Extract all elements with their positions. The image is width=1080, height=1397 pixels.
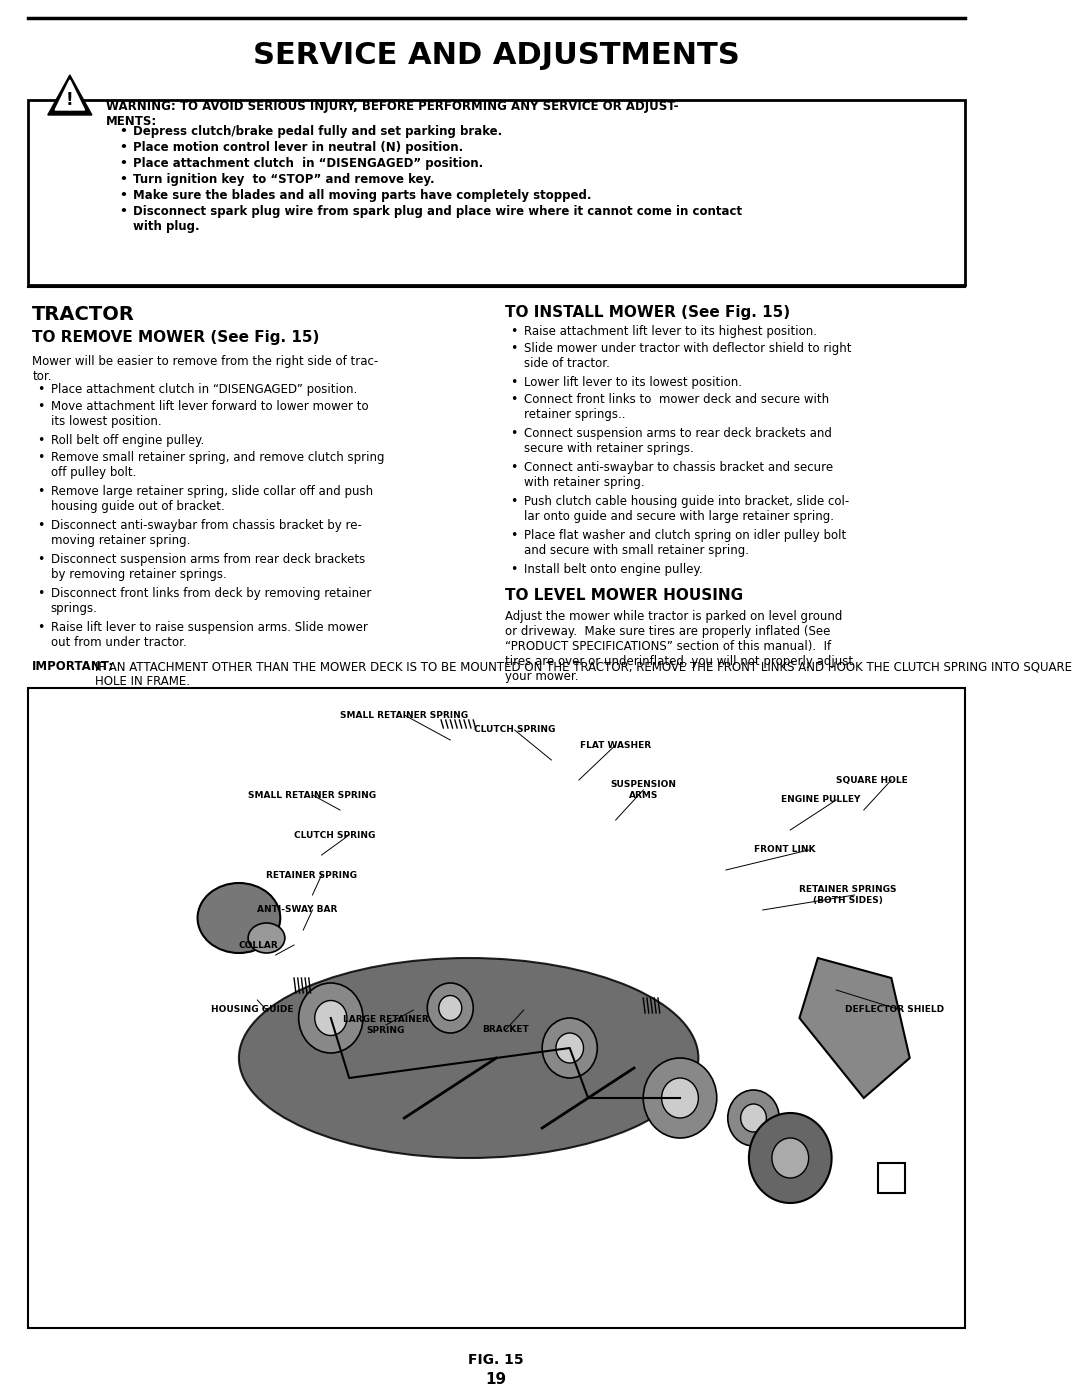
Text: LARGE RETAINER
SPRING: LARGE RETAINER SPRING (343, 1016, 429, 1035)
Text: CLUTCH SPRING: CLUTCH SPRING (474, 725, 555, 735)
Ellipse shape (239, 958, 699, 1158)
Text: Install belt onto engine pulley.: Install belt onto engine pulley. (524, 563, 702, 576)
Text: FIG. 15: FIG. 15 (469, 1354, 524, 1368)
Text: •: • (510, 393, 517, 407)
Text: IF AN ATTACHMENT OTHER THAN THE MOWER DECK IS TO BE MOUNTED ON THE TRACTOR, REMO: IF AN ATTACHMENT OTHER THAN THE MOWER DE… (95, 659, 1071, 687)
Text: 19: 19 (486, 1372, 507, 1387)
Text: Disconnect suspension arms from rear deck brackets
by removing retainer springs.: Disconnect suspension arms from rear dec… (51, 553, 365, 581)
Text: Disconnect front links from deck by removing retainer
springs.: Disconnect front links from deck by remo… (51, 587, 370, 615)
Text: •: • (37, 622, 44, 634)
Text: RETAINER SPRINGS
(BOTH SIDES): RETAINER SPRINGS (BOTH SIDES) (799, 886, 897, 905)
Text: •: • (120, 189, 127, 203)
Circle shape (772, 1139, 809, 1178)
Text: TRACTOR: TRACTOR (32, 305, 135, 324)
Circle shape (728, 1090, 780, 1146)
Circle shape (542, 1018, 597, 1078)
Text: Mower will be easier to remove from the right side of trac-
tor.: Mower will be easier to remove from the … (32, 355, 378, 383)
Text: Move attachment lift lever forward to lower mower to
its lowest position.: Move attachment lift lever forward to lo… (51, 400, 368, 427)
Text: •: • (120, 156, 127, 170)
Text: WARNING: TO AVOID SERIOUS INJURY, BEFORE PERFORMING ANY SERVICE OR ADJUST-
MENTS: WARNING: TO AVOID SERIOUS INJURY, BEFORE… (106, 101, 678, 129)
Text: IMPORTANT:: IMPORTANT: (32, 659, 114, 673)
Circle shape (662, 1078, 699, 1118)
Text: SQUARE HOLE: SQUARE HOLE (836, 775, 908, 785)
Text: ANTI-SWAY BAR: ANTI-SWAY BAR (257, 905, 338, 915)
Text: Connect front links to  mower deck and secure with
retainer springs..: Connect front links to mower deck and se… (524, 393, 829, 420)
Text: •: • (37, 587, 44, 599)
Text: Raise lift lever to raise suspension arms. Slide mower
out from under tractor.: Raise lift lever to raise suspension arm… (51, 622, 367, 650)
Text: Remove large retainer spring, slide collar off and push
housing guide out of bra: Remove large retainer spring, slide coll… (51, 485, 373, 513)
Text: Connect anti-swaybar to chassis bracket and secure
with retainer spring.: Connect anti-swaybar to chassis bracket … (524, 461, 833, 489)
Polygon shape (55, 80, 84, 110)
Text: •: • (510, 342, 517, 355)
Text: •: • (37, 451, 44, 464)
Text: SERVICE AND ADJUSTMENTS: SERVICE AND ADJUSTMENTS (253, 41, 740, 70)
Ellipse shape (248, 923, 285, 953)
Text: •: • (37, 520, 44, 532)
Text: !: ! (66, 91, 73, 109)
Text: Slide mower under tractor with deflector shield to right
side of tractor.: Slide mower under tractor with deflector… (524, 342, 851, 370)
Text: Turn ignition key  to “STOP” and remove key.: Turn ignition key to “STOP” and remove k… (133, 173, 435, 186)
FancyBboxPatch shape (28, 101, 964, 285)
Text: FRONT LINK: FRONT LINK (754, 845, 815, 855)
Text: SMALL RETAINER SPRING: SMALL RETAINER SPRING (248, 791, 377, 799)
Circle shape (428, 983, 473, 1032)
Text: •: • (120, 173, 127, 186)
Text: •: • (37, 400, 44, 414)
Text: Place attachment clutch  in “DISENGAGED” position.: Place attachment clutch in “DISENGAGED” … (133, 156, 484, 170)
Text: Depress clutch/brake pedal fully and set parking brake.: Depress clutch/brake pedal fully and set… (133, 124, 502, 138)
Text: •: • (510, 326, 517, 338)
Text: DEFLECTOR SHIELD: DEFLECTOR SHIELD (846, 1006, 945, 1014)
Text: •: • (37, 553, 44, 566)
Text: Remove small retainer spring, and remove clutch spring
off pulley bolt.: Remove small retainer spring, and remove… (51, 451, 384, 479)
Text: Roll belt off engine pulley.: Roll belt off engine pulley. (51, 434, 204, 447)
Text: TO REMOVE MOWER (See Fig. 15): TO REMOVE MOWER (See Fig. 15) (32, 330, 320, 345)
Text: Raise attachment lift lever to its highest position.: Raise attachment lift lever to its highe… (524, 326, 816, 338)
Text: TO LEVEL MOWER HOUSING: TO LEVEL MOWER HOUSING (505, 588, 743, 604)
Text: •: • (37, 383, 44, 395)
Text: CLUTCH SPRING: CLUTCH SPRING (294, 830, 376, 840)
Text: Place motion control lever in neutral (N) position.: Place motion control lever in neutral (N… (133, 141, 463, 154)
Text: •: • (37, 434, 44, 447)
Text: SMALL RETAINER SPRING: SMALL RETAINER SPRING (340, 711, 469, 719)
Circle shape (741, 1104, 767, 1132)
Text: •: • (120, 124, 127, 138)
Text: •: • (37, 485, 44, 497)
Circle shape (644, 1058, 717, 1139)
Text: ENGINE PULLEY: ENGINE PULLEY (781, 795, 861, 805)
Circle shape (314, 1000, 347, 1035)
Text: FLAT WASHER: FLAT WASHER (580, 740, 651, 750)
Text: Disconnect anti-swaybar from chassis bracket by re-
moving retainer spring.: Disconnect anti-swaybar from chassis bra… (51, 520, 362, 548)
Text: Place attachment clutch in “DISENGAGED” position.: Place attachment clutch in “DISENGAGED” … (51, 383, 356, 395)
Polygon shape (48, 75, 92, 115)
Text: •: • (510, 563, 517, 576)
Text: BRACKET: BRACKET (482, 1025, 529, 1035)
Text: Lower lift lever to its lowest position.: Lower lift lever to its lowest position. (524, 376, 742, 388)
Text: •: • (510, 529, 517, 542)
Text: SUSPENSION
ARMS: SUSPENSION ARMS (610, 781, 676, 799)
Text: Push clutch cable housing guide into bracket, slide col-
lar onto guide and secu: Push clutch cable housing guide into bra… (524, 495, 849, 522)
Text: COLLAR: COLLAR (239, 940, 279, 950)
Text: TO INSTALL MOWER (See Fig. 15): TO INSTALL MOWER (See Fig. 15) (505, 305, 791, 320)
Text: •: • (510, 461, 517, 474)
Ellipse shape (198, 883, 281, 953)
Text: Connect suspension arms to rear deck brackets and
secure with retainer springs.: Connect suspension arms to rear deck bra… (524, 427, 832, 455)
Circle shape (748, 1113, 832, 1203)
Text: Make sure the blades and all moving parts have completely stopped.: Make sure the blades and all moving part… (133, 189, 592, 203)
Circle shape (556, 1032, 583, 1063)
FancyBboxPatch shape (28, 687, 964, 1329)
Text: Adjust the mower while tractor is parked on level ground
or driveway.  Make sure: Adjust the mower while tractor is parked… (505, 610, 853, 683)
Text: RETAINER SPRING: RETAINER SPRING (267, 870, 357, 880)
Polygon shape (799, 958, 909, 1098)
Text: •: • (510, 495, 517, 509)
Text: •: • (510, 376, 517, 388)
Circle shape (438, 996, 462, 1020)
Text: •: • (120, 141, 127, 154)
Text: Disconnect spark plug wire from spark plug and place wire where it cannot come i: Disconnect spark plug wire from spark pl… (133, 205, 742, 233)
Text: •: • (120, 205, 127, 218)
Circle shape (299, 983, 363, 1053)
Text: HOUSING GUIDE: HOUSING GUIDE (212, 1006, 294, 1014)
Text: •: • (510, 427, 517, 440)
Text: Place flat washer and clutch spring on idler pulley bolt
and secure with small r: Place flat washer and clutch spring on i… (524, 529, 846, 557)
Bar (878, 1162, 905, 1193)
